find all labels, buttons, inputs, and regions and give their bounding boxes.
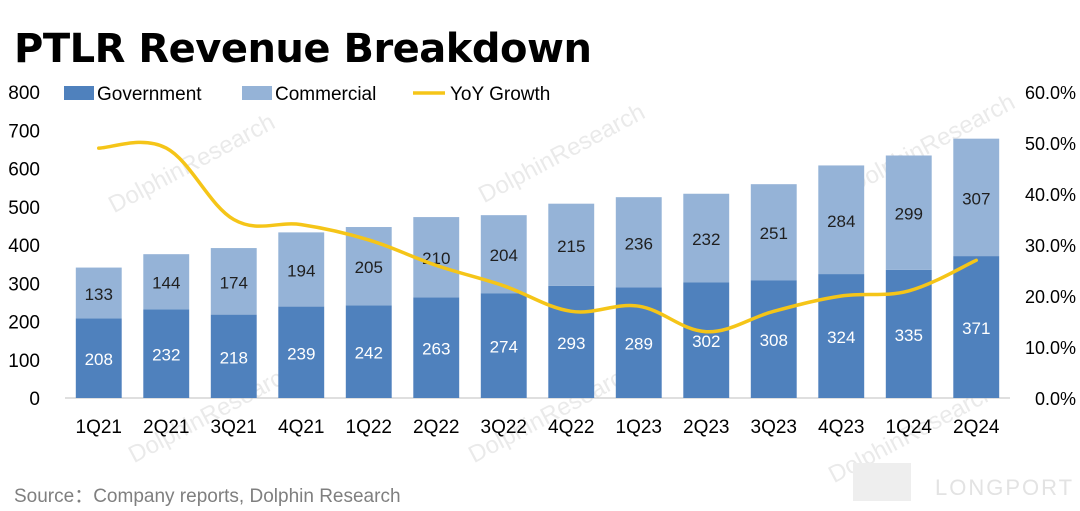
x-tick-label: 1Q21 bbox=[76, 417, 122, 438]
y-left-tick-label: 200 bbox=[8, 313, 40, 334]
x-tick-label: 1Q24 bbox=[886, 417, 933, 438]
x-axis: 1Q21 2Q21 3Q21 4Q21 1Q22 2Q22 3Q22 4Q22 1Q23 2Q23… bbox=[76, 417, 1000, 438]
y-right-tick-label: 30.0% bbox=[1025, 236, 1076, 256]
y-left-tick-label: 800 bbox=[8, 83, 40, 104]
yoy-growth-line bbox=[97, 140, 978, 334]
brand-logo bbox=[853, 463, 911, 501]
bar-commercial bbox=[885, 155, 932, 270]
data-label-government: 289 bbox=[625, 335, 653, 354]
y-left-tick-label: 600 bbox=[8, 160, 40, 181]
data-label-government: 218 bbox=[220, 348, 248, 367]
data-label-commercial: 236 bbox=[625, 234, 653, 253]
stacked-bar-line-chart: Government Commercial YoY Growth 0 100 200 30… bbox=[8, 83, 1076, 438]
bar-commercial bbox=[210, 248, 257, 315]
x-tick-label: 3Q22 bbox=[481, 417, 527, 438]
data-label-government: 242 bbox=[355, 344, 383, 363]
data-label-commercial: 144 bbox=[152, 274, 180, 293]
legend-label: YoY Growth bbox=[450, 84, 550, 105]
y-right-tick-label: 20.0% bbox=[1025, 287, 1076, 307]
data-label-government: 274 bbox=[490, 338, 518, 357]
bar-commercial bbox=[615, 197, 662, 288]
data-label-commercial: 251 bbox=[760, 224, 788, 243]
bar-government bbox=[750, 280, 797, 398]
data-label-government: 232 bbox=[152, 346, 180, 365]
x-tick-label: 2Q23 bbox=[683, 417, 729, 438]
y-axis-right: 0.0% 10.0% 20.0% 30.0% 40.0% 50.0% 60.0% bbox=[1025, 83, 1076, 409]
bar-government bbox=[75, 318, 122, 398]
data-label-commercial: 215 bbox=[557, 237, 585, 256]
y-right-tick-label: 40.0% bbox=[1025, 185, 1076, 205]
data-label-commercial: 284 bbox=[827, 212, 855, 231]
bar-government bbox=[210, 314, 257, 398]
bar-commercial bbox=[75, 267, 122, 319]
data-label-government: 308 bbox=[760, 331, 788, 350]
data-label-commercial: 232 bbox=[692, 230, 720, 249]
bar-government bbox=[278, 306, 325, 398]
y-right-tick-label: 60.0% bbox=[1025, 83, 1076, 103]
y-left-tick-label: 0 bbox=[29, 389, 40, 410]
y-right-tick-label: 10.0% bbox=[1025, 338, 1076, 358]
bars bbox=[75, 138, 1000, 398]
x-tick-label: 1Q23 bbox=[616, 417, 662, 438]
y-left-tick-label: 300 bbox=[8, 274, 40, 295]
data-label-commercial: 204 bbox=[490, 246, 518, 265]
data-label-government: 208 bbox=[85, 350, 113, 369]
data-label-government: 263 bbox=[422, 340, 450, 359]
bar-commercial bbox=[818, 165, 865, 275]
bar-commercial bbox=[953, 138, 1000, 257]
y-left-tick-label: 100 bbox=[8, 351, 40, 372]
bar-government bbox=[143, 309, 190, 398]
data-label-commercial: 133 bbox=[85, 285, 113, 304]
data-label-government: 293 bbox=[557, 334, 585, 353]
legend-swatch bbox=[242, 86, 272, 100]
yoy-growth-series bbox=[97, 140, 978, 334]
bar-government bbox=[480, 293, 527, 398]
data-label-government: 371 bbox=[962, 319, 990, 338]
bar-government bbox=[413, 297, 460, 398]
bar-commercial bbox=[683, 193, 730, 283]
bar-commercial bbox=[278, 232, 325, 307]
data-label-commercial: 205 bbox=[355, 258, 383, 277]
chart-title: PTLR Revenue Breakdown bbox=[14, 26, 592, 72]
y-left-tick-label: 400 bbox=[8, 236, 40, 257]
bar-commercial bbox=[143, 254, 190, 310]
data-label-commercial: 194 bbox=[287, 261, 315, 280]
bar-government bbox=[345, 305, 392, 398]
bar-government bbox=[953, 256, 1000, 398]
legend: Government Commercial YoY Growth bbox=[64, 84, 550, 105]
x-tick-label: 2Q24 bbox=[953, 417, 1000, 438]
source-note: Source：Company reports, Dolphin Research bbox=[14, 486, 401, 507]
x-tick-label: 2Q21 bbox=[143, 417, 189, 438]
data-label-commercial: 299 bbox=[895, 205, 923, 224]
x-tick-label: 4Q23 bbox=[818, 417, 864, 438]
y-left-tick-label: 500 bbox=[8, 198, 40, 219]
data-label-commercial: 174 bbox=[220, 273, 248, 292]
y-left-tick-label: 700 bbox=[8, 121, 40, 142]
x-tick-label: 3Q23 bbox=[751, 417, 797, 438]
data-label-commercial: 307 bbox=[962, 189, 990, 208]
bar-commercial bbox=[413, 217, 460, 298]
data-label-government: 239 bbox=[287, 344, 315, 363]
data-label-government: 335 bbox=[895, 326, 923, 345]
bar-commercial bbox=[548, 203, 595, 286]
y-axis-left: 0 100 200 300 400 500 600 700 800 bbox=[8, 83, 40, 410]
x-tick-label: 4Q22 bbox=[548, 417, 594, 438]
x-tick-label: 2Q22 bbox=[413, 417, 459, 438]
bar-government bbox=[548, 285, 595, 398]
legend-label: Government bbox=[97, 84, 202, 105]
x-tick-label: 4Q21 bbox=[278, 417, 324, 438]
legend-swatch bbox=[64, 86, 94, 100]
legend-label: Commercial bbox=[275, 84, 376, 105]
bar-labels: 2081332321442181742391942422052632102742… bbox=[85, 189, 991, 369]
x-tick-label: 1Q22 bbox=[346, 417, 392, 438]
data-label-government: 302 bbox=[692, 332, 720, 351]
bar-government bbox=[683, 282, 730, 398]
x-tick-label: 3Q21 bbox=[211, 417, 257, 438]
data-label-government: 324 bbox=[827, 328, 855, 347]
y-right-tick-label: 50.0% bbox=[1025, 134, 1076, 154]
y-right-tick-label: 0.0% bbox=[1035, 389, 1076, 409]
bar-commercial bbox=[750, 184, 797, 281]
brand-wordmark: LONGPORT bbox=[935, 475, 1075, 500]
